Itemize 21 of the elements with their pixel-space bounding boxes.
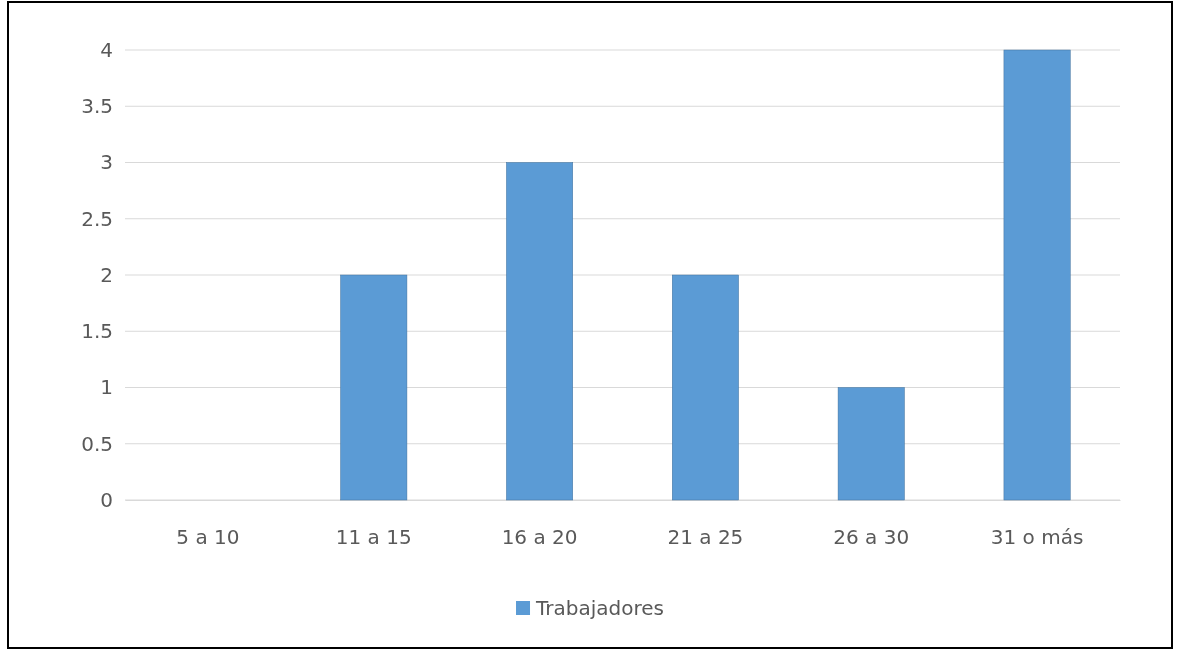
x-tick-label: 5 a 10 xyxy=(176,525,240,550)
y-tick-label: 2 xyxy=(100,262,113,287)
y-tick-label: 2.5 xyxy=(81,206,113,231)
y-tick-label: 4 xyxy=(100,37,113,62)
y-tick-label: 1.5 xyxy=(81,319,113,344)
x-tick-label: 26 a 30 xyxy=(833,525,910,550)
y-tick-label: 0 xyxy=(100,487,113,512)
bar xyxy=(672,274,739,501)
bar xyxy=(1003,49,1071,501)
y-tick-label: 3.5 xyxy=(81,94,113,119)
bar xyxy=(837,387,905,501)
y-tick-label: 1 xyxy=(100,375,113,400)
x-tick-label: 21 a 25 xyxy=(667,525,744,550)
x-tick-label: 31 o más xyxy=(990,525,1084,550)
x-tick-label: 16 a 20 xyxy=(501,525,578,550)
x-tick-label: 11 a 15 xyxy=(335,525,412,550)
y-tick-label: 3 xyxy=(100,150,113,175)
bar xyxy=(340,274,408,501)
legend-label: Trabajadores xyxy=(535,596,664,620)
bar xyxy=(506,162,573,501)
y-tick-label: 0.5 xyxy=(81,431,113,456)
